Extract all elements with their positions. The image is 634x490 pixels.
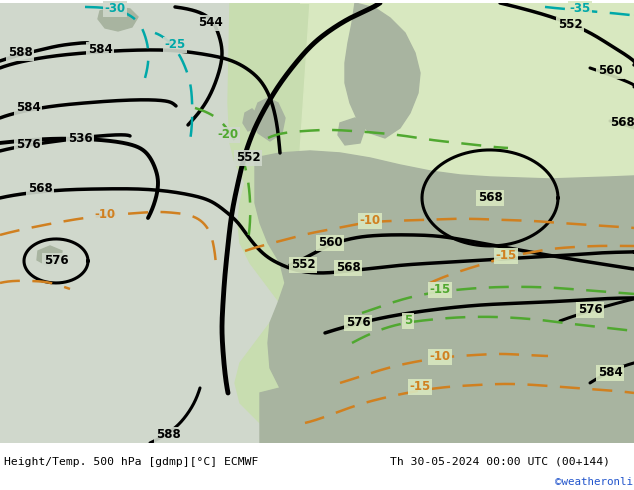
Text: 560: 560 [318,237,342,249]
Polygon shape [243,109,258,131]
Polygon shape [228,3,634,443]
Text: 536: 536 [68,132,93,146]
Text: -25: -25 [164,38,186,51]
Text: 5: 5 [404,315,412,327]
Text: -10: -10 [359,215,380,227]
Text: 552: 552 [236,151,261,165]
Text: -15: -15 [495,249,517,263]
Text: -20: -20 [217,128,238,142]
Text: 568: 568 [335,262,360,274]
Text: 584: 584 [598,367,623,379]
Polygon shape [260,363,634,443]
Text: -30: -30 [105,2,126,16]
Polygon shape [98,7,138,31]
Text: 576: 576 [346,317,370,329]
Polygon shape [338,118,365,145]
Text: 588: 588 [155,428,181,441]
Polygon shape [252,98,285,141]
Text: 568: 568 [610,117,634,129]
Text: 568: 568 [28,182,53,196]
Text: -15: -15 [429,283,451,296]
Text: Height/Temp. 500 hPa [gdmp][°C] ECMWF: Height/Temp. 500 hPa [gdmp][°C] ECMWF [4,457,259,467]
Polygon shape [345,3,420,138]
Polygon shape [37,246,62,266]
Polygon shape [310,3,634,443]
Text: -15: -15 [410,380,430,393]
Text: 552: 552 [290,258,315,271]
Text: 560: 560 [598,65,623,77]
Text: 576: 576 [16,139,41,151]
Text: 584: 584 [16,101,41,115]
Polygon shape [255,151,634,443]
Text: Th 30-05-2024 00:00 UTC (00+144): Th 30-05-2024 00:00 UTC (00+144) [390,457,610,467]
Polygon shape [295,3,634,443]
Text: 588: 588 [8,47,32,59]
Text: ©weatheronline.co.uk: ©weatheronline.co.uk [555,477,634,487]
Text: 584: 584 [87,44,112,56]
Text: -10: -10 [429,350,451,364]
Text: 544: 544 [198,17,223,29]
Text: -10: -10 [94,208,115,221]
Text: 576: 576 [578,303,602,317]
Text: 576: 576 [44,254,68,268]
Text: 552: 552 [558,19,582,31]
Text: 568: 568 [477,192,502,204]
Text: -35: -35 [569,2,591,16]
